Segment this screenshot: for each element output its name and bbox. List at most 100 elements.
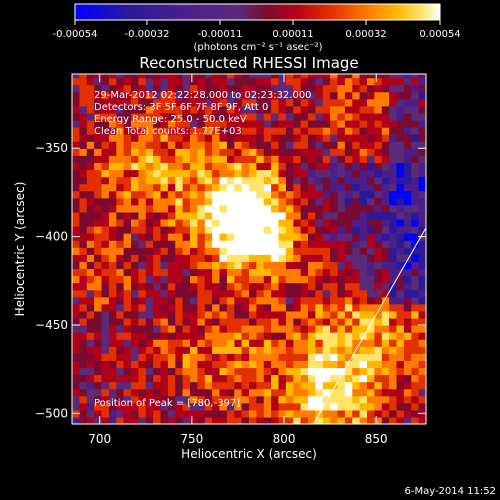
heatmap-cell	[249, 98, 257, 107]
heatmap-cell	[204, 77, 213, 86]
heatmap-cell	[160, 254, 169, 262]
heatmap-cell	[72, 176, 80, 185]
heatmap-cell	[271, 261, 280, 270]
heatmap-cell	[123, 332, 132, 340]
heatmap-cell	[271, 240, 280, 248]
heatmap-cell	[330, 310, 339, 319]
heatmap-cell	[337, 254, 346, 262]
heatmap-cell	[190, 388, 198, 397]
heatmap-cell	[315, 226, 324, 234]
heatmap-cell	[411, 325, 420, 333]
heatmap-cell	[300, 416, 309, 424]
heatmap-cell	[197, 254, 206, 262]
heatmap-cell	[308, 74, 316, 79]
heatmap-cell	[389, 155, 398, 163]
heatmap-cell	[293, 176, 302, 185]
heatmap-cell	[337, 77, 346, 86]
heatmap-cell	[315, 74, 324, 79]
heatmap-cell	[263, 409, 272, 418]
heatmap-cell	[190, 282, 198, 291]
heatmap-cell	[190, 261, 198, 270]
heatmap-cell	[337, 155, 346, 163]
heatmap-cell	[116, 183, 125, 192]
heatmap-cell	[308, 360, 316, 369]
heatmap-cell	[359, 416, 368, 424]
heatmap-cell	[389, 197, 398, 206]
heatmap-cell	[212, 374, 221, 383]
heatmap-cell	[381, 374, 390, 383]
heatmap-cell	[293, 120, 302, 128]
heatmap-cell	[131, 134, 139, 142]
heatmap-cell	[315, 84, 324, 93]
heatmap-cell	[131, 190, 139, 199]
heatmap-cell	[263, 381, 272, 390]
heatmap-cell	[153, 268, 162, 277]
heatmap-cell	[381, 247, 390, 255]
heatmap-cell	[241, 381, 250, 390]
heatmap-cell	[411, 197, 420, 206]
heatmap-cell	[175, 254, 184, 262]
heatmap-cell	[271, 247, 280, 255]
heatmap-cell	[167, 120, 176, 128]
heatmap-cell	[411, 346, 420, 354]
heatmap-cell	[94, 282, 103, 291]
heatmap-cell	[138, 141, 147, 149]
heatmap-cell	[315, 402, 324, 411]
heatmap-cell	[226, 162, 235, 171]
heatmap-cell	[293, 127, 302, 135]
heatmap-cell	[256, 282, 265, 291]
heatmap-cell	[167, 325, 176, 333]
heatmap-cell	[131, 317, 139, 326]
heatmap-cell	[418, 112, 426, 121]
heatmap-cell	[241, 197, 250, 206]
heatmap-cell	[153, 360, 162, 369]
heatmap-cell	[389, 282, 398, 291]
heatmap-cell	[249, 134, 257, 142]
heatmap-cell	[367, 303, 375, 312]
heatmap-cell	[374, 367, 383, 376]
heatmap-cell	[411, 134, 420, 142]
heatmap-cell	[101, 303, 110, 312]
heatmap-cell	[160, 190, 169, 199]
heatmap-cell	[374, 388, 383, 397]
heatmap-cell	[79, 296, 88, 305]
heatmap-cell	[197, 247, 206, 255]
heatmap-cell	[197, 141, 206, 149]
heatmap-cell	[293, 275, 302, 284]
heatmap-cell	[263, 233, 272, 241]
heatmap-cell	[352, 74, 361, 79]
heatmap-cell	[167, 332, 176, 340]
heatmap-cell	[204, 134, 213, 142]
heatmap-cell	[123, 367, 132, 376]
heatmap-cell	[256, 416, 265, 424]
heatmap-cell	[389, 367, 398, 376]
heatmap-cell	[256, 74, 265, 79]
heatmap-cell	[175, 211, 184, 220]
heatmap-cell	[197, 134, 206, 142]
heatmap-cell	[396, 261, 405, 270]
heatmap-cell	[322, 367, 331, 376]
heatmap-cell	[315, 275, 324, 284]
heatmap-cell	[249, 289, 257, 298]
heatmap-cell	[330, 261, 339, 270]
heatmap-cell	[101, 247, 110, 255]
heatmap-cell	[403, 162, 412, 171]
heatmap-cell	[108, 346, 117, 354]
heatmap-cell	[374, 254, 383, 262]
heatmap-cell	[145, 183, 154, 192]
heatmap-cell	[389, 317, 398, 326]
heatmap-cell	[322, 416, 331, 424]
heatmap-cell	[352, 84, 361, 93]
heatmap-cell	[212, 409, 221, 418]
heatmap-cell	[271, 332, 280, 340]
heatmap-cell	[322, 381, 331, 390]
heatmap-cell	[212, 240, 221, 248]
heatmap-cell	[123, 162, 132, 171]
x-tick-label: 800	[273, 432, 296, 446]
heatmap-cell	[308, 247, 316, 255]
heatmap-cell	[322, 141, 331, 149]
heatmap-cell	[308, 339, 316, 347]
heatmap-cell	[381, 353, 390, 361]
heatmap-cell	[101, 381, 110, 390]
heatmap-cell	[344, 360, 353, 369]
